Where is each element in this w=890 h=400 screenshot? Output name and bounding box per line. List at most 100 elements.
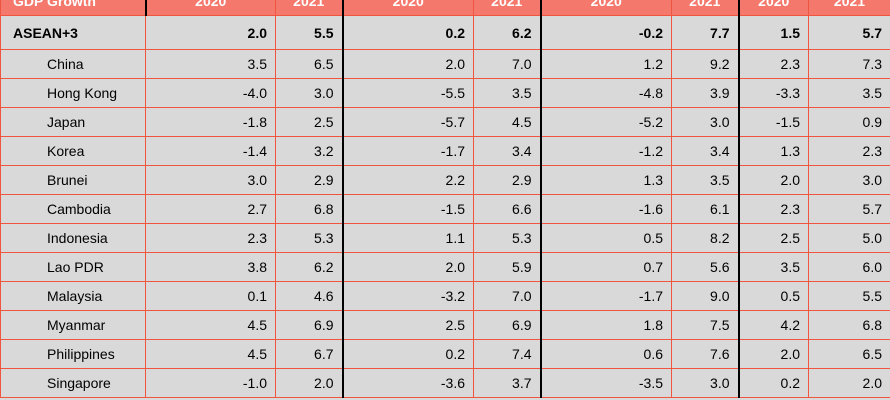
value-cell: 4.6 — [275, 281, 343, 311]
value-cell: 4.2 — [737, 310, 809, 340]
row-label: Myanmar — [0, 310, 146, 340]
year-header: 2021 — [671, 0, 739, 16]
value-cell: 5.5 — [275, 15, 343, 50]
value-cell: 3.7 — [473, 368, 541, 398]
value-cell: 2.5 — [341, 310, 474, 340]
value-cell: 5.3 — [275, 223, 343, 253]
value-cell: 2.3 — [737, 49, 809, 79]
value-cell: 6.8 — [275, 194, 343, 224]
table-row: Lao PDR 3.8 6.2 2.0 5.9 0.7 5.6 3.5 6.0 — [0, 252, 890, 282]
value-cell: 2.7 — [145, 194, 276, 224]
value-cell: 7.0 — [473, 49, 541, 79]
value-cell: 3.5 — [671, 165, 739, 195]
value-cell: -1.7 — [341, 136, 474, 166]
value-cell: 7.7 — [671, 15, 739, 50]
value-cell: 2.2 — [341, 165, 474, 195]
value-cell: 1.2 — [539, 49, 672, 79]
value-cell: 2.0 — [275, 368, 343, 398]
value-cell: 1.1 — [341, 223, 474, 253]
value-cell: 4.5 — [145, 310, 276, 340]
value-cell: 3.0 — [275, 78, 343, 108]
value-cell: 0.5 — [737, 281, 809, 311]
value-cell: 3.4 — [473, 136, 541, 166]
value-cell: -1.4 — [145, 136, 276, 166]
table-row: Singapore -1.0 2.0 -3.6 3.7 -3.5 3.0 0.2 2.0 — [0, 368, 890, 398]
table-row: China 3.5 6.5 2.0 7.0 1.2 9.2 2.3 7.3 — [0, 49, 890, 79]
value-cell: 3.0 — [671, 107, 739, 137]
value-cell: 0.2 — [737, 368, 809, 398]
value-cell: 6.0 — [808, 252, 890, 282]
table-row: Japan -1.8 2.5 -5.7 4.5 -5.2 3.0 -1.5 0.9 — [0, 107, 890, 137]
value-cell: 3.5 — [737, 252, 809, 282]
value-cell: 0.2 — [341, 15, 474, 50]
value-cell: 6.9 — [275, 310, 343, 340]
value-cell: 0.9 — [808, 107, 890, 137]
value-cell: 2.9 — [473, 165, 541, 195]
value-cell: -5.7 — [341, 107, 474, 137]
value-cell: 4.5 — [145, 339, 276, 369]
value-cell: 6.8 — [808, 310, 890, 340]
table-row: Indonesia 2.3 5.3 1.1 5.3 0.5 8.2 2.5 5.0 — [0, 223, 890, 253]
value-cell: 0.7 — [539, 252, 672, 282]
row-label: China — [0, 49, 146, 79]
year-header: 2020 — [341, 0, 474, 16]
value-cell: -3.5 — [539, 368, 672, 398]
row-label: Cambodia — [0, 194, 146, 224]
value-cell: 3.0 — [145, 165, 276, 195]
value-cell: 5.0 — [808, 223, 890, 253]
value-cell: 9.2 — [671, 49, 739, 79]
value-cell: 3.5 — [145, 49, 276, 79]
value-cell: -1.2 — [539, 136, 672, 166]
value-cell: 6.5 — [275, 49, 343, 79]
value-cell: 3.9 — [671, 78, 739, 108]
value-cell: 6.1 — [671, 194, 739, 224]
value-cell: -5.2 — [539, 107, 672, 137]
year-header: 2021 — [275, 0, 343, 16]
value-cell: 1.3 — [737, 136, 809, 166]
value-cell: 9.0 — [671, 281, 739, 311]
value-cell: 7.0 — [473, 281, 541, 311]
table-row: Korea -1.4 3.2 -1.7 3.4 -1.2 3.4 1.3 2.3 — [0, 136, 890, 166]
value-cell: 2.5 — [737, 223, 809, 253]
value-cell: -1.7 — [539, 281, 672, 311]
table-row: ASEAN+3 2.0 5.5 0.2 6.2 -0.2 7.7 1.5 5.7 — [0, 15, 890, 50]
table-body: ASEAN+3 2.0 5.5 0.2 6.2 -0.2 7.7 1.5 5.7 China 3.5… — [0, 15, 890, 398]
value-cell: 3.5 — [473, 78, 541, 108]
table-row: Cambodia 2.7 6.8 -1.5 6.6 -1.6 6.1 2.3 5.7 — [0, 194, 890, 224]
value-cell: 2.5 — [275, 107, 343, 137]
value-cell: -1.5 — [341, 194, 474, 224]
value-cell: 0.2 — [341, 339, 474, 369]
value-cell: 2.0 — [808, 368, 890, 398]
value-cell: 5.6 — [671, 252, 739, 282]
value-cell: 3.0 — [808, 165, 890, 195]
row-label: Korea — [0, 136, 146, 166]
value-cell: 3.5 — [808, 78, 890, 108]
value-cell: -1.8 — [145, 107, 276, 137]
row-label: Brunei — [0, 165, 146, 195]
value-cell: 6.7 — [275, 339, 343, 369]
row-label: ASEAN+3 — [0, 15, 146, 50]
value-cell: 7.5 — [671, 310, 739, 340]
value-cell: -3.6 — [341, 368, 474, 398]
row-label: Hong Kong — [0, 78, 146, 108]
row-label: Indonesia — [0, 223, 146, 253]
value-cell: 0.6 — [539, 339, 672, 369]
table-row: Hong Kong -4.0 3.0 -5.5 3.5 -4.8 3.9 -3.3 3.5 — [0, 78, 890, 108]
value-cell: 7.4 — [473, 339, 541, 369]
value-cell: 2.9 — [275, 165, 343, 195]
header-row: GDP Growth 2020 2021 2020 2021 2020 2021 2020 20… — [0, 0, 890, 16]
value-cell: -5.5 — [341, 78, 474, 108]
value-cell: 2.0 — [341, 49, 474, 79]
year-header: 2020 — [539, 0, 672, 16]
value-cell: -1.6 — [539, 194, 672, 224]
value-cell: -1.0 — [145, 368, 276, 398]
value-cell: 5.9 — [473, 252, 541, 282]
value-cell: 1.5 — [737, 15, 809, 50]
value-cell: -0.2 — [539, 15, 672, 50]
value-cell: 6.2 — [275, 252, 343, 282]
value-cell: 5.7 — [808, 15, 890, 50]
value-cell: 3.8 — [145, 252, 276, 282]
